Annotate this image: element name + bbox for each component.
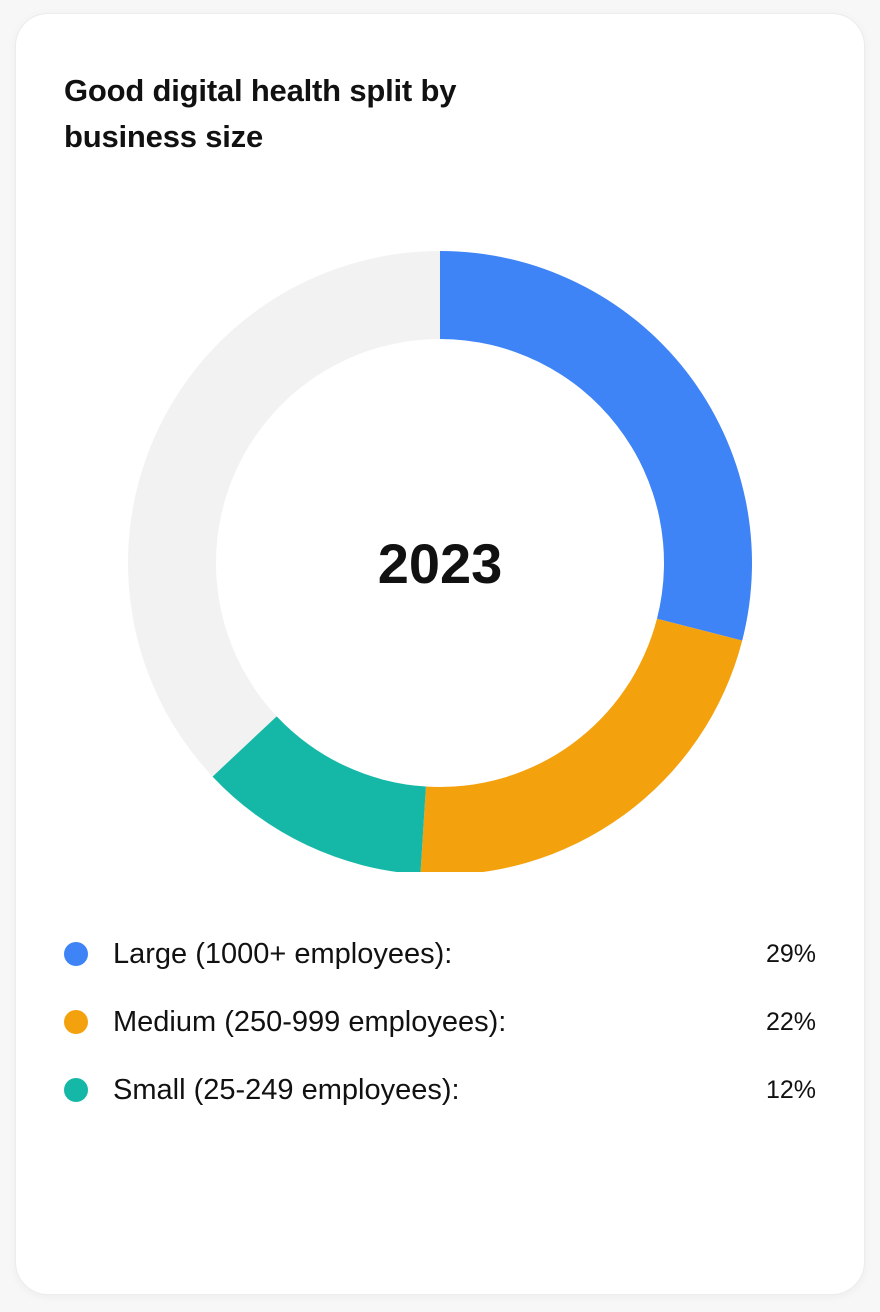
legend-swatch-large xyxy=(64,942,88,966)
donut-chart-svg: 2023 xyxy=(128,251,752,872)
legend-label-medium: Medium (250-999 employees): xyxy=(113,1005,507,1038)
chart-title: Good digital health split by business si… xyxy=(64,73,457,154)
legend-label-small: Small (25-249 employees): xyxy=(113,1073,460,1106)
legend-item-medium: Medium (250-999 employees): 22% xyxy=(64,988,816,1056)
legend-swatch-medium xyxy=(64,1010,88,1034)
legend-label-large: Large (1000+ employees): xyxy=(113,937,453,970)
chart-legend: Large (1000+ employees): 29% Medium (250… xyxy=(64,920,816,1124)
donut-slice-remainder xyxy=(128,251,440,777)
chart-card: Good digital health split by business si… xyxy=(16,14,864,1294)
donut-slice-small xyxy=(212,716,426,872)
legend-item-small: Small (25-249 employees): 12% xyxy=(64,1056,816,1124)
legend-value-large: 29% xyxy=(765,939,816,968)
donut-slice-large xyxy=(440,251,752,641)
legend-item-large: Large (1000+ employees): 29% xyxy=(64,920,816,988)
donut-slice-medium xyxy=(420,618,743,872)
donut-center-year: 2023 xyxy=(378,532,503,595)
legend-swatch-small xyxy=(64,1078,88,1102)
legend-value-medium: 22% xyxy=(765,1007,816,1036)
legend-value-small: 12% xyxy=(765,1075,816,1104)
donut-chart: 2023 xyxy=(116,224,764,872)
